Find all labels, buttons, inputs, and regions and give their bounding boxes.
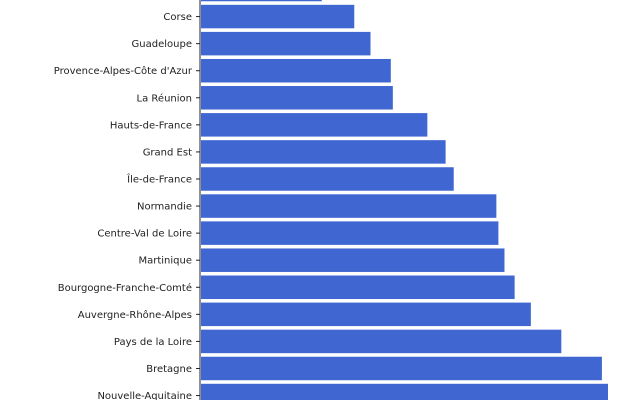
bar-4: [201, 58, 391, 83]
bar-15: [201, 356, 602, 381]
category-label-7: Grand Est: [143, 147, 192, 158]
category-labels-group: Corse Guadeloupe Provence-Alpes-Côte d'Azu…: [54, 12, 200, 400]
category-label-12: Bourgogne-Franche-Comté: [58, 282, 192, 294]
bar-9: [201, 194, 497, 218]
category-label-2: Corse: [163, 12, 192, 23]
category-label-15: Bretagne: [146, 364, 192, 375]
category-label-4: Provence-Alpes-Côte d'Azur: [54, 65, 193, 77]
bar-16: [201, 383, 608, 400]
category-label-11: Martinique: [138, 256, 192, 267]
category-label-6: Hauts-de-France: [110, 120, 192, 131]
bar-14: [201, 329, 562, 354]
category-label-5: La Réunion: [137, 92, 192, 104]
bar-11: [201, 248, 505, 272]
bar-1: [201, 0, 322, 2]
bar-5: [201, 86, 393, 110]
bar-6: [201, 113, 428, 137]
category-label-16: Nouvelle-Aquitaine: [97, 391, 192, 400]
category-label-3: Guadeloupe: [132, 39, 192, 50]
bar-3: [201, 31, 371, 56]
bar-10: [201, 221, 499, 245]
bar-8: [201, 167, 454, 191]
category-label-14: Pays de la Loire: [114, 337, 192, 348]
bar-12: [201, 275, 515, 300]
category-label-13: Auvergne-Rhône-Alpes: [78, 309, 192, 321]
bar-13: [201, 302, 531, 327]
bars-group: [201, 0, 608, 400]
category-label-10: Centre-Val de Loire: [97, 229, 192, 240]
bar-7: [201, 140, 446, 164]
category-label-9: Normandie: [137, 202, 192, 213]
bar-2: [201, 4, 355, 29]
category-label-8: Île-de-France: [126, 172, 192, 185]
